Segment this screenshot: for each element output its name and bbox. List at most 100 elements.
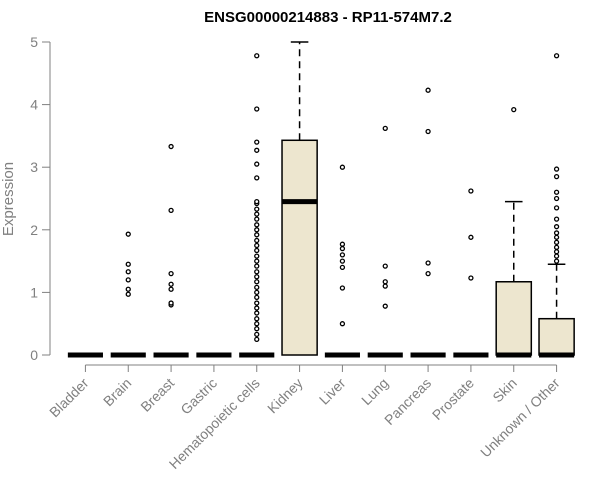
outlier-point-7-3: [382, 263, 388, 269]
outlier-point-4-9: [254, 289, 260, 296]
outlier-point-4-28: [254, 175, 260, 181]
outlier-point-11-2: [553, 249, 560, 255]
outlier-point-6-1: [339, 285, 346, 291]
box-group-1: [110, 231, 146, 358]
x-tick-label-11: Unknown / Other: [477, 375, 563, 461]
outlier-point-4-16: [254, 253, 260, 259]
outlier-point-4-8: [254, 294, 260, 301]
y-tick-label-3: 3: [30, 159, 38, 175]
outlier-point-2-6: [168, 143, 174, 150]
box-group-8: [410, 87, 446, 358]
outlier-point-10-0: [511, 106, 517, 113]
outlier-point-4-0: [254, 336, 260, 343]
outlier-point-11-12: [553, 173, 560, 180]
outlier-point-1-2: [125, 277, 131, 283]
outlier-point-11-5: [553, 234, 560, 240]
box-group-6: [324, 164, 360, 358]
outlier-point-4-20: [254, 232, 260, 238]
outlier-point-11-1: [553, 253, 560, 259]
outlier-point-4-4: [254, 316, 260, 322]
x-tick-label-3: Gastric: [177, 375, 220, 418]
box-series: [67, 41, 575, 358]
outlier-point-2-3: [168, 281, 174, 287]
outlier-point-11-8: [553, 216, 560, 222]
outlier-point-4-33: [254, 53, 260, 59]
outlier-point-8-1: [425, 260, 431, 266]
y-axis-label: Expression: [0, 162, 17, 236]
outlier-point-4-6: [254, 305, 260, 311]
outlier-point-7-1: [382, 283, 388, 289]
outlier-point-1-0: [125, 291, 131, 297]
outlier-point-4-27: [254, 198, 260, 205]
outlier-point-8-0: [425, 270, 431, 277]
outlier-point-11-11: [553, 189, 560, 195]
y-tick-label-1: 1: [30, 284, 38, 300]
outlier-point-4-1: [254, 331, 260, 337]
outlier-point-8-2: [425, 128, 431, 135]
outlier-point-4-29: [254, 161, 260, 167]
outlier-point-6-0: [339, 321, 346, 327]
outlier-point-4-31: [254, 139, 260, 145]
outlier-point-11-10: [553, 195, 560, 202]
outlier-point-7-4: [382, 125, 388, 132]
x-tick-label-5: Kidney: [264, 375, 306, 417]
outlier-point-4-25: [254, 206, 260, 212]
x-tick-label-6: Liver: [316, 375, 349, 408]
x-tick-label-7: Lung: [358, 375, 391, 408]
outlier-point-9-2: [468, 188, 474, 194]
x-tick-label-9: Prostate: [429, 375, 477, 423]
box-group-4: [239, 53, 275, 358]
outlier-point-11-0: [553, 258, 560, 264]
outlier-point-4-10: [254, 284, 260, 291]
outlier-point-6-7: [339, 164, 346, 170]
outlier-point-4-30: [254, 147, 260, 153]
outlier-point-6-2: [339, 264, 346, 271]
chart-title: ENSG00000214883 - RP11-574M7.2: [204, 9, 452, 26]
y-tick-label-5: 5: [30, 34, 38, 50]
outlier-point-2-2: [168, 286, 174, 292]
x-tick-label-1: Brain: [100, 375, 134, 409]
outlier-point-4-5: [254, 310, 260, 316]
outlier-point-9-0: [468, 275, 474, 281]
outlier-point-2-4: [168, 270, 174, 277]
box-5: [281, 139, 318, 356]
outlier-point-4-7: [254, 300, 260, 306]
outlier-point-1-5: [125, 231, 131, 237]
outlier-point-4-18: [254, 242, 260, 249]
outlier-point-4-12: [254, 274, 260, 280]
y-tick-label-4: 4: [30, 97, 38, 113]
outlier-point-6-4: [339, 252, 346, 258]
box-group-7: [367, 125, 403, 358]
x-tick-label-0: Bladder: [46, 375, 92, 421]
outlier-point-6-5: [339, 245, 346, 252]
outlier-point-4-24: [254, 211, 260, 217]
outlier-point-11-14: [553, 53, 560, 59]
box-10: [495, 281, 533, 356]
outlier-point-4-14: [254, 263, 260, 269]
outlier-point-11-4: [553, 239, 560, 245]
box-group-2: [153, 143, 189, 358]
outlier-point-4-22: [254, 222, 260, 228]
box-group-11: [538, 53, 575, 358]
outlier-point-11-6: [553, 230, 560, 236]
x-tick-label-10: Skin: [489, 375, 520, 406]
outlier-point-7-0: [382, 303, 388, 309]
box-group-5: [281, 41, 318, 356]
outlier-point-4-32: [254, 106, 260, 112]
outlier-point-4-17: [254, 247, 260, 254]
outlier-point-11-13: [553, 166, 560, 172]
x-tick-label-2: Breast: [137, 375, 177, 415]
x-tick-label-8: Pancreas: [381, 375, 434, 428]
y-tick-label-2: 2: [30, 222, 38, 238]
outlier-point-4-23: [254, 216, 260, 222]
y-tick-label-0: 0: [30, 347, 38, 363]
outlier-point-4-15: [254, 258, 260, 264]
outlier-point-2-5: [168, 207, 174, 214]
outlier-point-6-3: [339, 258, 346, 264]
outlier-point-4-11: [254, 279, 260, 285]
box-11: [538, 317, 575, 356]
outlier-point-4-3: [254, 321, 260, 327]
box-group-10: [495, 106, 533, 358]
